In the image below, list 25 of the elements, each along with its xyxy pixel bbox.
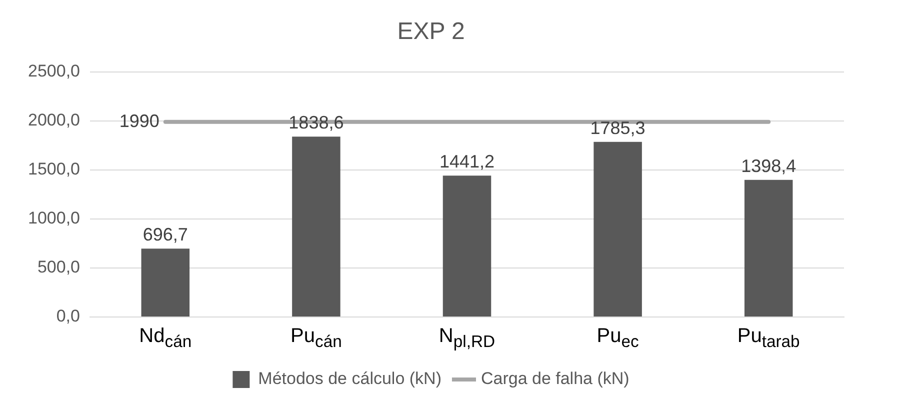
y-tick-label: 1500,0 — [28, 160, 80, 179]
bar — [292, 136, 340, 316]
x-tick-label: Pu$_{ec}$ — [596, 324, 639, 353]
bar — [594, 142, 642, 316]
x-tick-label: Pu$_{cán}$ — [290, 324, 342, 353]
y-tick-label: 1000,0 — [28, 208, 80, 228]
legend-label: Carga de falha (kN) — [480, 369, 630, 388]
bar — [744, 180, 793, 316]
data-label: 696,7 — [142, 224, 188, 245]
data-label: 1838,6 — [288, 112, 344, 133]
x-tick-label: Pu$_{tarab}$ — [737, 324, 800, 353]
data-label: 1441,2 — [439, 152, 495, 172]
bar — [442, 176, 492, 316]
data-label: 1785,3 — [590, 118, 646, 138]
bar — [141, 248, 190, 316]
y-tick-label: 2500,0 — [28, 61, 80, 80]
data-label: 1398,4 — [741, 156, 796, 176]
legend-label: Métodos de cálculo (kN) — [258, 369, 442, 388]
x-tick-label: Nd$_{cán}$ — [139, 324, 192, 353]
y-tick-label: 0,0 — [56, 306, 80, 326]
x-tick-label: N$_{pl,RD}$ — [438, 324, 496, 353]
chart-title: EXP 2 — [397, 18, 465, 46]
y-tick-label: 500,0 — [37, 258, 80, 277]
data-label: 1990 — [119, 110, 160, 131]
y-tick-label: 2000,0 — [28, 110, 80, 130]
